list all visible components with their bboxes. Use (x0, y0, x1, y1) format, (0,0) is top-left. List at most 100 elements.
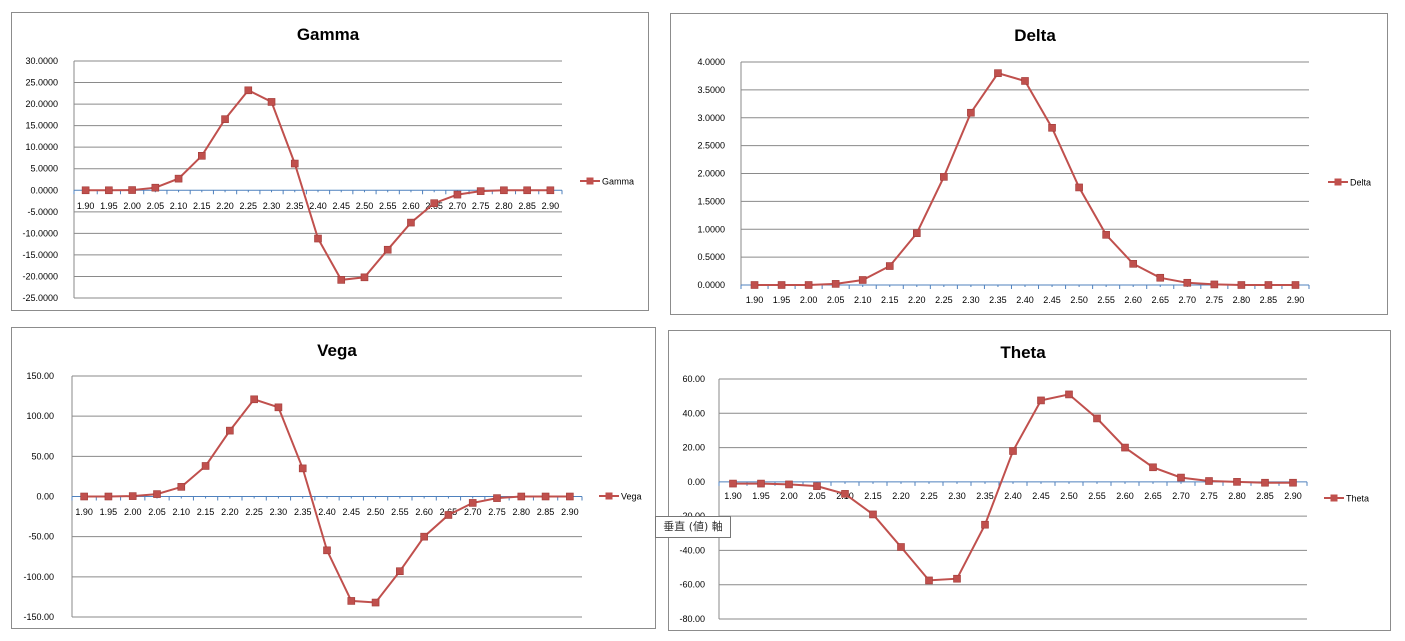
delta-chart[interactable]: Delta 0.0000 0.5000 1.0000 1.5000 2.0000 2.500… (670, 13, 1388, 315)
data-point-marker[interactable] (430, 199, 438, 207)
data-point-marker[interactable] (981, 520, 989, 529)
data-point-marker[interactable] (994, 69, 1002, 77)
data-point-marker[interactable] (290, 159, 299, 168)
data-point-marker[interactable] (885, 262, 894, 270)
y-tick-label: -150.00 (23, 612, 54, 622)
data-point-marker[interactable] (1233, 478, 1241, 486)
data-point-marker[interactable] (298, 464, 307, 473)
data-point-marker[interactable] (104, 492, 113, 501)
data-point-marker[interactable] (953, 574, 961, 583)
data-point-marker[interactable] (500, 186, 508, 195)
x-tick-label: 2.60 (1116, 491, 1134, 501)
data-point-marker[interactable] (1291, 281, 1300, 289)
data-point-marker[interactable] (729, 479, 737, 488)
data-point-marker[interactable] (566, 492, 574, 501)
data-point-marker[interactable] (804, 281, 813, 289)
data-point-marker[interactable] (1037, 396, 1045, 405)
data-point-marker[interactable] (841, 490, 849, 498)
data-point-marker[interactable] (1102, 231, 1110, 239)
data-point-marker[interactable] (1129, 260, 1137, 268)
data-point-marker[interactable] (128, 492, 137, 500)
data-point-marker[interactable] (221, 115, 229, 123)
data-point-marker[interactable] (1149, 463, 1157, 472)
data-point-marker[interactable] (371, 598, 380, 607)
data-point-marker[interactable] (777, 281, 786, 289)
data-point-marker[interactable] (323, 546, 331, 555)
data-point-marker[interactable] (244, 86, 253, 95)
data-point-marker[interactable] (1156, 273, 1165, 282)
data-point-marker[interactable] (177, 483, 186, 491)
data-point-marker[interactable] (1210, 280, 1219, 289)
data-point-marker[interactable] (831, 280, 840, 288)
data-point-marker[interactable] (546, 186, 555, 195)
data-point-marker[interactable] (407, 218, 415, 227)
data-point-marker[interactable] (360, 273, 369, 282)
data-point-marker[interactable] (1264, 281, 1273, 289)
data-point-marker[interactable] (420, 532, 428, 541)
x-tick-label: 2.25 (245, 507, 263, 517)
data-point-marker[interactable] (1121, 443, 1129, 452)
data-point-marker[interactable] (925, 576, 933, 585)
data-point-marker[interactable] (337, 276, 346, 284)
data-point-marker[interactable] (444, 511, 453, 519)
vega-chart[interactable]: Vega -150.00 -100.00 -50.00 0.00 50.00 100.00 1… (11, 327, 656, 629)
data-point-marker[interactable] (913, 229, 921, 237)
data-point-marker[interactable] (174, 174, 183, 183)
data-point-marker[interactable] (493, 494, 501, 502)
data-point-marker[interactable] (81, 186, 90, 195)
data-point-marker[interactable] (517, 492, 526, 501)
data-point-marker[interactable] (1237, 281, 1246, 289)
data-point-marker[interactable] (250, 395, 258, 404)
data-point-marker[interactable] (813, 482, 821, 490)
x-tick-label: 2.05 (147, 201, 165, 211)
data-point-marker[interactable] (1093, 414, 1101, 423)
data-point-marker[interactable] (476, 187, 485, 195)
data-point-marker[interactable] (80, 492, 88, 501)
data-point-marker[interactable] (1261, 478, 1269, 487)
data-point-marker[interactable] (1075, 183, 1083, 192)
chart-title: Vega (317, 341, 357, 360)
data-point-marker[interactable] (967, 108, 975, 117)
data-point-marker[interactable] (1177, 473, 1185, 482)
x-tick-label: 2.55 (391, 507, 409, 517)
data-point-marker[interactable] (523, 186, 531, 195)
data-point-marker[interactable] (105, 186, 113, 195)
data-point-marker[interactable] (274, 403, 283, 412)
data-point-marker[interactable] (1021, 77, 1029, 85)
data-point-marker[interactable] (1205, 477, 1213, 485)
x-tick-label: 1.95 (100, 201, 118, 211)
data-point-marker[interactable] (858, 276, 867, 284)
data-point-marker[interactable] (314, 234, 322, 243)
data-point-marker[interactable] (1183, 278, 1192, 287)
x-tick-label: 2.80 (1233, 295, 1251, 305)
data-point-marker[interactable] (347, 597, 356, 605)
gamma-chart[interactable]: Gamma -25.0000 -20.0000 -15.0000 -10.0000 -5.… (11, 12, 649, 311)
x-tick-label: 2.90 (1287, 295, 1305, 305)
data-point-marker[interactable] (1065, 390, 1073, 399)
data-point-marker[interactable] (153, 490, 161, 498)
data-point-marker[interactable] (128, 186, 136, 194)
data-point-marker[interactable] (201, 462, 210, 470)
data-point-marker[interactable] (785, 480, 793, 489)
data-point-marker[interactable] (757, 479, 765, 488)
data-point-marker[interactable] (151, 183, 160, 192)
data-point-marker[interactable] (1048, 123, 1056, 132)
data-point-marker[interactable] (1009, 447, 1017, 455)
data-point-marker[interactable] (541, 492, 550, 501)
data-point-marker[interactable] (1289, 478, 1297, 487)
data-point-marker[interactable] (869, 510, 877, 519)
data-point-marker[interactable] (226, 426, 234, 435)
data-point-marker[interactable] (453, 190, 462, 199)
y-tick-label: 150.00 (26, 371, 54, 381)
data-point-marker[interactable] (198, 152, 206, 160)
data-point-marker[interactable] (897, 543, 905, 551)
y-tick-label: -40.00 (679, 545, 705, 555)
data-point-marker[interactable] (750, 281, 759, 289)
data-point-marker[interactable] (396, 567, 404, 576)
data-point-marker[interactable] (468, 499, 477, 507)
y-tick-label: 30.0000 (25, 56, 58, 66)
data-point-marker[interactable] (940, 173, 948, 181)
theta-chart[interactable]: Theta-80.00-60.00-40.00-20.000.0020.0040… (668, 330, 1391, 631)
data-point-marker[interactable] (267, 98, 276, 106)
data-point-marker[interactable] (383, 245, 392, 254)
